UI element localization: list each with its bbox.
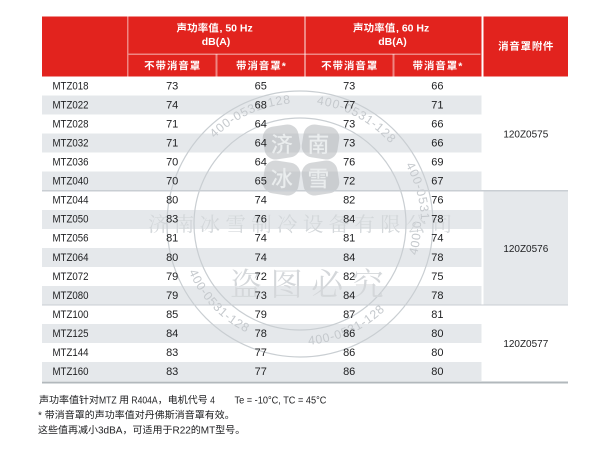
svg-text:70: 70 <box>166 176 178 188</box>
svg-text:69: 69 <box>431 157 443 169</box>
svg-text:MTZ050: MTZ050 <box>52 214 88 226</box>
svg-text:MTZ125: MTZ125 <box>52 328 88 340</box>
svg-text:R404A: R404A <box>131 395 158 406</box>
svg-text:84: 84 <box>343 252 355 264</box>
svg-text:120Z0577: 120Z0577 <box>503 339 548 350</box>
svg-text:80: 80 <box>166 195 178 207</box>
svg-text:68: 68 <box>255 99 267 111</box>
svg-text:81: 81 <box>166 233 178 245</box>
svg-text:MT: MT <box>201 425 215 436</box>
svg-text:120Z0576: 120Z0576 <box>503 244 548 255</box>
svg-text:72: 72 <box>343 176 355 188</box>
svg-text:72: 72 <box>255 271 267 283</box>
svg-text:79: 79 <box>166 271 178 283</box>
svg-text:65: 65 <box>255 80 267 92</box>
svg-text:80: 80 <box>431 347 443 359</box>
svg-text:73: 73 <box>343 118 355 130</box>
svg-text:MTZ022: MTZ022 <box>52 100 88 112</box>
svg-text:84: 84 <box>343 290 355 302</box>
svg-text:80: 80 <box>431 366 443 378</box>
svg-text:MTZ072: MTZ072 <box>52 271 88 283</box>
svg-text:MTZ032: MTZ032 <box>52 138 88 150</box>
svg-text:66: 66 <box>431 138 443 150</box>
svg-text:73: 73 <box>343 138 355 150</box>
svg-text:MTZ064: MTZ064 <box>52 252 88 264</box>
svg-text:, 50 Hz: , 50 Hz <box>220 23 253 35</box>
svg-text:78: 78 <box>431 252 443 264</box>
svg-text:Te = -10°C, TC = 45°C: Te = -10°C, TC = 45°C <box>234 395 326 406</box>
svg-text:64: 64 <box>255 157 267 169</box>
svg-text:66: 66 <box>431 80 443 92</box>
svg-text:73: 73 <box>255 290 267 302</box>
svg-text:73: 73 <box>166 80 178 92</box>
svg-text:86: 86 <box>343 328 355 340</box>
svg-text:*: * <box>38 410 42 421</box>
svg-text:87: 87 <box>343 309 355 321</box>
svg-text:74: 74 <box>255 195 267 207</box>
svg-text:3dBA: 3dBA <box>98 425 123 436</box>
svg-text:84: 84 <box>166 328 178 340</box>
svg-text:79: 79 <box>166 290 178 302</box>
svg-text:MTZ100: MTZ100 <box>52 309 88 321</box>
svg-text:120Z0575: 120Z0575 <box>503 129 548 140</box>
svg-text:MTZ160: MTZ160 <box>52 367 88 379</box>
svg-text:, 60 Hz: , 60 Hz <box>396 23 429 35</box>
svg-text:82: 82 <box>343 195 355 207</box>
svg-text:82: 82 <box>343 271 355 283</box>
svg-text:81: 81 <box>343 233 355 245</box>
svg-text:MTZ044: MTZ044 <box>52 195 88 207</box>
svg-text:dB(A): dB(A) <box>378 36 407 48</box>
svg-text:65: 65 <box>255 176 267 188</box>
svg-text:71: 71 <box>166 118 178 130</box>
svg-text:73: 73 <box>343 80 355 92</box>
svg-text:77: 77 <box>343 99 355 111</box>
svg-text:MTZ080: MTZ080 <box>52 290 88 302</box>
svg-text:78: 78 <box>431 214 443 226</box>
svg-text:76: 76 <box>431 195 443 207</box>
svg-text:77: 77 <box>255 347 267 359</box>
svg-text:83: 83 <box>166 366 178 378</box>
svg-text:77: 77 <box>255 366 267 378</box>
svg-text:84: 84 <box>343 214 355 226</box>
svg-text:67: 67 <box>431 176 443 188</box>
svg-text:MTZ040: MTZ040 <box>52 176 88 188</box>
svg-text:86: 86 <box>343 366 355 378</box>
svg-text:78: 78 <box>431 290 443 302</box>
svg-text:*: * <box>458 60 463 72</box>
svg-text:64: 64 <box>255 118 267 130</box>
svg-text:79: 79 <box>255 309 267 321</box>
svg-text:74: 74 <box>166 99 178 111</box>
svg-text:74: 74 <box>431 233 443 245</box>
svg-text:80: 80 <box>431 328 443 340</box>
svg-text:MTZ028: MTZ028 <box>52 119 88 131</box>
svg-text:MTZ056: MTZ056 <box>52 233 88 245</box>
svg-text:66: 66 <box>431 118 443 130</box>
svg-text:MTZ144: MTZ144 <box>52 348 88 360</box>
svg-text:76: 76 <box>255 214 267 226</box>
svg-text:4: 4 <box>210 395 215 406</box>
svg-text:74: 74 <box>255 233 267 245</box>
svg-text:86: 86 <box>343 347 355 359</box>
svg-text:81: 81 <box>431 309 443 321</box>
svg-text:85: 85 <box>166 309 178 321</box>
svg-text:dB(A): dB(A) <box>202 36 231 48</box>
svg-text:R22: R22 <box>173 425 192 436</box>
svg-text:75: 75 <box>431 271 443 283</box>
svg-text:78: 78 <box>255 328 267 340</box>
svg-text:*: * <box>282 60 287 72</box>
svg-text:76: 76 <box>343 157 355 169</box>
svg-text:80: 80 <box>166 252 178 264</box>
svg-text:83: 83 <box>166 214 178 226</box>
svg-text:MTZ: MTZ <box>99 395 117 406</box>
svg-text:74: 74 <box>255 252 267 264</box>
svg-text:71: 71 <box>166 138 178 150</box>
svg-text:MTZ036: MTZ036 <box>52 157 88 169</box>
svg-text:71: 71 <box>431 99 443 111</box>
svg-text:70: 70 <box>166 157 178 169</box>
svg-text:64: 64 <box>255 138 267 150</box>
svg-text:MTZ018: MTZ018 <box>52 81 88 93</box>
svg-text:83: 83 <box>166 347 178 359</box>
